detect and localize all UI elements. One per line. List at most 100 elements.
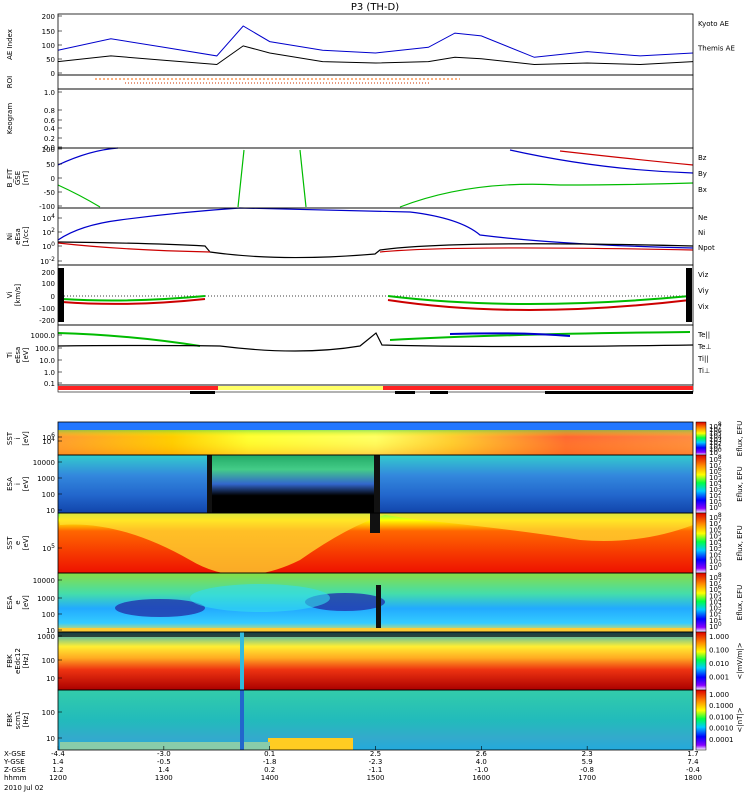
y-tick-label: 10 xyxy=(46,675,55,683)
colorbar xyxy=(695,512,707,574)
colorbar-tick-label: 105 xyxy=(709,472,722,482)
y-tick-label: 1000 xyxy=(37,633,55,641)
colorbar-tick-label: 100 xyxy=(709,502,722,512)
y-tick-label: 10 xyxy=(46,627,55,635)
colorbar-tick-label: 102 xyxy=(709,609,722,619)
colorbar-tick-label: 100 xyxy=(709,562,722,572)
status-bar-tick xyxy=(395,391,415,394)
y-axis-label: ESA xyxy=(6,595,14,609)
colorbar-tick-label: 100 xyxy=(709,447,722,457)
bz-line xyxy=(559,150,694,166)
status-bar-segment xyxy=(383,386,693,390)
y-tick-label: 1.0 xyxy=(44,369,55,377)
colorbar-tick-label: 100 xyxy=(709,621,722,631)
y-axis-label: SST xyxy=(6,536,14,550)
y-axis-label: Ni xyxy=(6,233,14,240)
y-axis-label: e xyxy=(14,541,22,545)
colorbar-tick-label: 102 xyxy=(709,549,722,559)
y-tick-label: 100 xyxy=(42,657,55,665)
y-axis-label: [1/cc] xyxy=(22,226,30,246)
colorbar-tick-label: 106 xyxy=(709,466,722,476)
y-tick-label: -100 xyxy=(39,305,55,313)
sst-i-heatmap-top xyxy=(58,422,693,430)
colorbar xyxy=(695,421,707,456)
panel-frame-bfield xyxy=(57,147,694,209)
status-gap xyxy=(58,394,693,422)
colorbar-tick-label: 101 xyxy=(709,615,722,625)
by-line xyxy=(57,184,101,208)
esa-i-heatmap-mid xyxy=(207,455,377,513)
panel-frame-density xyxy=(57,207,694,266)
y-tick-label: 0 xyxy=(51,293,55,301)
panel-frame-roi xyxy=(57,74,694,90)
y-tick-label: 1000.0 xyxy=(31,332,56,340)
status-bar-tick xyxy=(190,391,215,394)
legend-entry: Vix xyxy=(698,303,709,311)
colorbar-tick-label: 103 xyxy=(709,484,722,494)
x-tick-label: -1.8 xyxy=(263,758,277,766)
colorbar-tick-label: 108 xyxy=(709,572,722,582)
y-axis-label: [eV] xyxy=(22,347,30,362)
colorbar-tick-label: 101 xyxy=(709,556,722,566)
fbk-b-heatmap-base xyxy=(58,690,693,750)
legend-entry: By xyxy=(698,170,707,178)
legend-entry: Te|| xyxy=(697,331,710,339)
legend-entry: Kyoto AE xyxy=(698,20,729,28)
y-tick-label: -200 xyxy=(39,317,55,325)
y-tick-label: 100 xyxy=(42,709,55,717)
colorbar-tick-label: 0.0010 xyxy=(709,725,734,733)
y-axis-label: GSE xyxy=(14,171,22,185)
panel-frame-temp xyxy=(57,324,694,386)
x-tick-label: 0.2 xyxy=(264,766,275,774)
x-tick-label: -0.4 xyxy=(686,766,700,774)
y-tick-label: 0.6 xyxy=(44,117,56,125)
legend-entry: Ne xyxy=(698,214,708,222)
ni-line xyxy=(57,241,694,259)
y-tick-label: 100 xyxy=(42,241,55,251)
x-tick-label: 1200 xyxy=(49,774,67,782)
fbk-e-top xyxy=(58,632,693,637)
colorbar-tick-label: 1.000 xyxy=(709,691,729,699)
colorbar-tick-label: 108 xyxy=(709,512,722,522)
x-tick-label: 1400 xyxy=(261,774,279,782)
y-axis-label: [Hz] xyxy=(22,713,30,728)
colorbar xyxy=(695,689,707,751)
by-line xyxy=(237,149,307,208)
y-tick-label: 1.0 xyxy=(44,89,55,97)
colorbar-tick-label: 108 xyxy=(709,421,722,431)
npot-line xyxy=(57,207,694,249)
colorbar-unit: Eflux, EFU xyxy=(736,466,744,501)
y-axis-label: AE Index xyxy=(6,29,14,60)
viz-line xyxy=(61,298,206,305)
bx-line xyxy=(57,147,119,166)
fbk-b-patch xyxy=(60,742,270,750)
colorbar-tick-label: 107 xyxy=(709,460,722,470)
y-tick-label: 0.8 xyxy=(44,107,55,115)
y-axis-label: eEdc12 xyxy=(14,648,22,674)
colorbar-tick-label: 101 xyxy=(709,496,722,506)
velocity-edge-bar xyxy=(686,268,692,322)
y-axis-label: [km/s] xyxy=(14,284,22,307)
fbk-e-heatmap-base xyxy=(58,632,693,690)
legend-entry: Bz xyxy=(698,154,707,162)
colorbar-tick-label: 104 xyxy=(709,478,722,488)
y-axis-label: [nT] xyxy=(22,171,30,185)
y-tick-label: 200 xyxy=(42,13,55,21)
y-axis-label: e xyxy=(14,600,22,604)
status-bar-tick xyxy=(545,391,693,394)
x-tick-label: 1.4 xyxy=(158,766,170,774)
y-tick-label: 100 xyxy=(42,280,55,288)
legend-entry: Ni xyxy=(698,229,705,237)
by-line xyxy=(399,182,694,208)
y-tick-label: 105 xyxy=(42,543,55,553)
esa-i-edge xyxy=(374,455,380,513)
y-axis-label: Keogram xyxy=(6,103,14,134)
colorbar xyxy=(695,454,707,514)
x-tick-label: 1.7 xyxy=(687,750,698,758)
x-tick-label: 2.6 xyxy=(476,750,488,758)
colorbar-tick-label: 0.010 xyxy=(709,660,729,668)
y-tick-label: -100 xyxy=(39,203,55,211)
y-axis-label: [eV] xyxy=(22,476,30,491)
x-axis-row-label: Y-GSE xyxy=(3,758,25,766)
y-axis-label: B_FIT xyxy=(6,168,14,187)
